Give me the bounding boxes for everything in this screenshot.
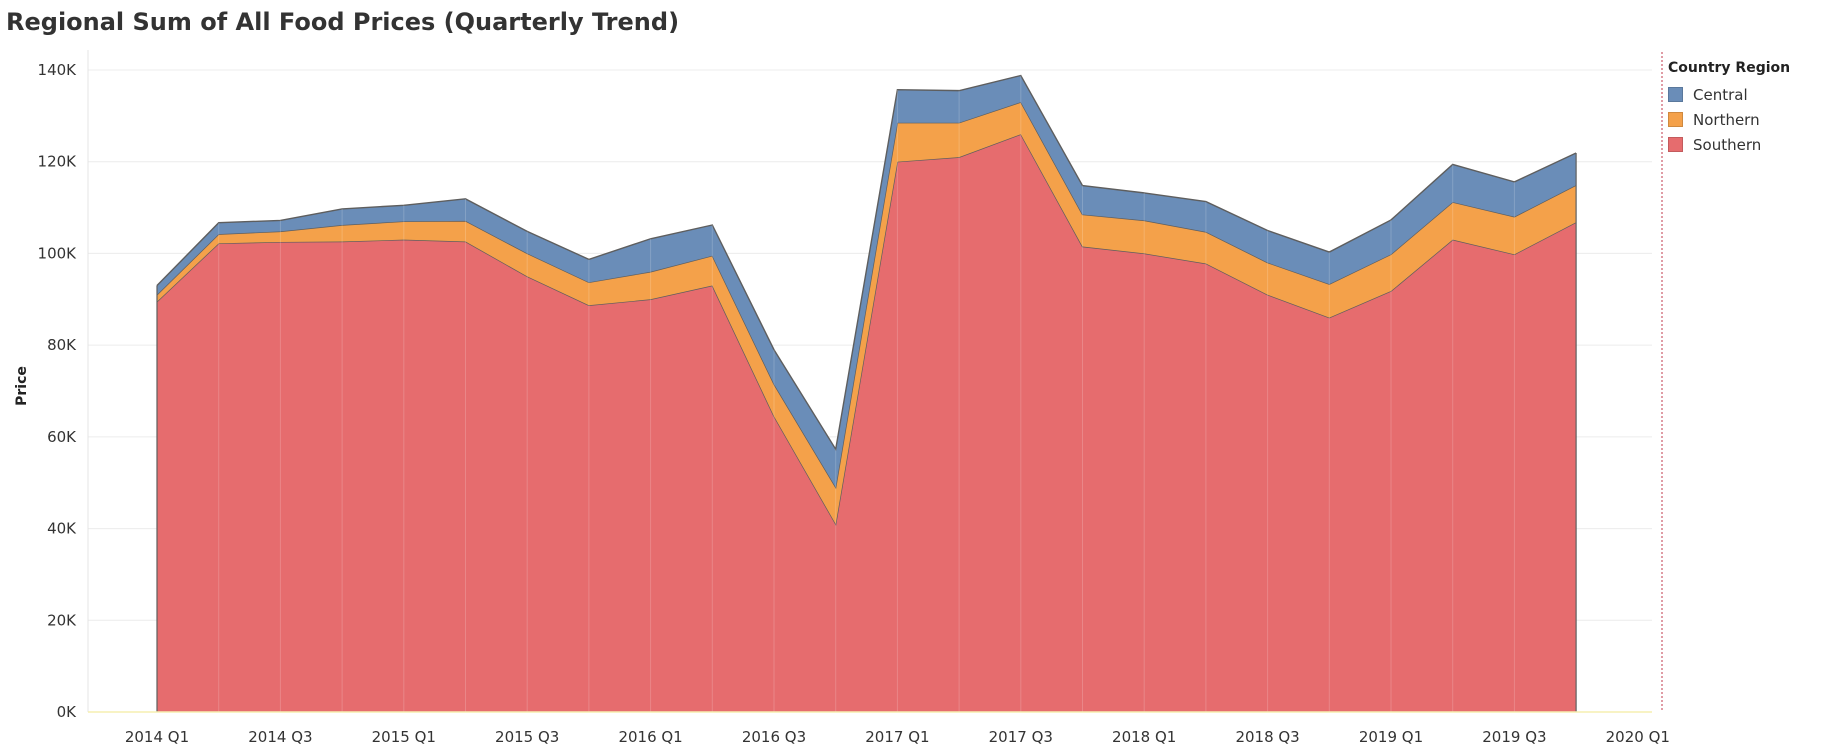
area-southern bbox=[157, 134, 1577, 712]
x-tick-label: 2014 Q3 bbox=[248, 728, 312, 746]
y-tick-label: 60K bbox=[47, 428, 77, 446]
y-tick-label: 80K bbox=[47, 336, 77, 354]
legend-title: Country Region bbox=[1668, 60, 1791, 76]
chart-title: Regional Sum of All Food Prices (Quarter… bbox=[6, 8, 680, 36]
legend-swatch bbox=[1668, 137, 1683, 152]
y-tick-label: 140K bbox=[38, 61, 78, 79]
x-tick-label: 2019 Q1 bbox=[1359, 728, 1423, 746]
legend: Country Region Central Northern Southern bbox=[1668, 60, 1818, 157]
legend-label: Central bbox=[1693, 85, 1748, 104]
legend-label: Southern bbox=[1693, 135, 1762, 154]
legend-label: Northern bbox=[1693, 110, 1760, 129]
y-tick-label: 20K bbox=[47, 611, 77, 629]
y-axis-label: Price bbox=[14, 366, 30, 406]
x-tick-label: 2018 Q3 bbox=[1235, 728, 1299, 746]
y-tick-label: 0K bbox=[57, 703, 78, 721]
legend-item-southern[interactable]: Southern bbox=[1668, 132, 1818, 157]
x-tick-label: 2014 Q1 bbox=[125, 728, 189, 746]
legend-swatch bbox=[1668, 112, 1683, 127]
x-tick-label: 2020 Q1 bbox=[1606, 728, 1670, 746]
x-tick-label: 2016 Q1 bbox=[618, 728, 682, 746]
legend-swatch bbox=[1668, 87, 1683, 102]
x-tick-label: 2019 Q3 bbox=[1482, 728, 1546, 746]
x-tick-label: 2015 Q3 bbox=[495, 728, 559, 746]
line-central bbox=[156, 74, 1577, 452]
area-northern bbox=[157, 102, 1577, 524]
x-tick-label: 2017 Q1 bbox=[865, 728, 929, 746]
legend-item-northern[interactable]: Northern bbox=[1668, 107, 1818, 132]
legend-item-central[interactable]: Central bbox=[1668, 82, 1818, 107]
y-tick-label: 120K bbox=[38, 153, 78, 171]
legend-items: Central Northern Southern bbox=[1668, 82, 1818, 157]
y-tick-label: 40K bbox=[47, 520, 77, 538]
x-tick-label: 2018 Q1 bbox=[1112, 728, 1176, 746]
y-tick-label: 100K bbox=[38, 244, 78, 262]
area-central bbox=[157, 75, 1577, 488]
x-tick-label: 2015 Q1 bbox=[372, 728, 436, 746]
x-tick-label: 2016 Q3 bbox=[742, 728, 806, 746]
x-tick-label: 2017 Q3 bbox=[989, 728, 1053, 746]
